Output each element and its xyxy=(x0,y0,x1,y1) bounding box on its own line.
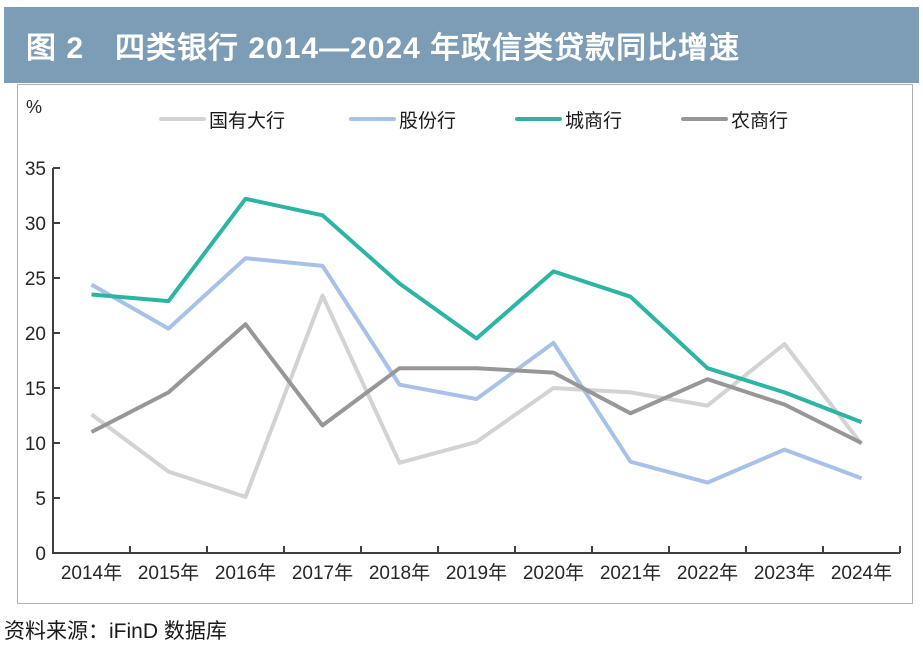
legend-item-2: 城商行 xyxy=(515,107,623,132)
y-axis-tick-label: 25 xyxy=(25,269,46,290)
x-axis-tick-label: 2014年 xyxy=(61,562,122,584)
x-axis-tick-label: 2016年 xyxy=(215,562,276,584)
y-axis-tick-label: 35 xyxy=(25,159,46,180)
y-axis-tick-label: 20 xyxy=(25,324,46,345)
legend-label: 农商行 xyxy=(731,110,789,132)
x-axis-tick-label: 2017年 xyxy=(292,562,353,584)
legend-marker-icon xyxy=(681,117,728,121)
axis-frame xyxy=(52,168,900,554)
x-axis-tick-label: 2018年 xyxy=(369,562,430,584)
y-axis-tick-label: 10 xyxy=(25,434,46,455)
x-axis-tick-label: 2022年 xyxy=(677,562,738,584)
legend-marker-icon xyxy=(349,117,396,121)
x-axis-tick-label: 2019年 xyxy=(446,562,507,584)
x-axis-tick-label: 2021年 xyxy=(600,562,661,584)
x-axis-tick-label: 2020年 xyxy=(523,562,584,584)
y-axis-tick-label: 30 xyxy=(25,214,46,235)
x-axis-tick-label: 2024年 xyxy=(831,562,892,584)
chart-panel: % 国有大行 股份行 城商行 农商行 0 5 10 15 20 25 30 35 2014年 2015年… xyxy=(17,84,913,604)
figure-title: 图 2 四类银行 2014—2024 年政信类贷款同比增速 xyxy=(26,32,741,65)
series-line-3 xyxy=(90,322,863,445)
series-line-2 xyxy=(91,196,863,424)
legend-label: 国有大行 xyxy=(209,110,286,132)
legend-item-1: 股份行 xyxy=(349,107,457,132)
x-axis-tick-label: 2023年 xyxy=(754,562,815,584)
x-axis-tick-label: 2015年 xyxy=(138,562,199,584)
figure-header: 图 2 四类银行 2014—2024 年政信类贷款同比增速 xyxy=(4,7,919,83)
series-line-1 xyxy=(90,256,863,485)
y-axis-tick-label: 0 xyxy=(35,544,46,565)
source-note: 资料来源：iFinD 数据库 xyxy=(4,620,227,643)
legend-marker-icon xyxy=(515,117,562,121)
legend-label: 城商行 xyxy=(565,110,623,132)
chart-legend: 国有大行 股份行 城商行 农商行 xyxy=(18,107,912,132)
y-axis-tick-label: 15 xyxy=(25,379,46,400)
chart-svg: 0 5 10 15 20 25 30 35 2014年 2015年 2016年 2017年 2018年 2… xyxy=(25,159,901,584)
series-line-0 xyxy=(90,293,864,499)
legend-label: 股份行 xyxy=(399,110,457,132)
y-axis-unit-label: % xyxy=(26,97,43,117)
legend-item-0: 国有大行 xyxy=(159,107,286,132)
legend-item-3: 农商行 xyxy=(681,107,789,132)
y-axis-tick-label: 5 xyxy=(35,489,46,510)
legend-marker-icon xyxy=(159,117,206,121)
